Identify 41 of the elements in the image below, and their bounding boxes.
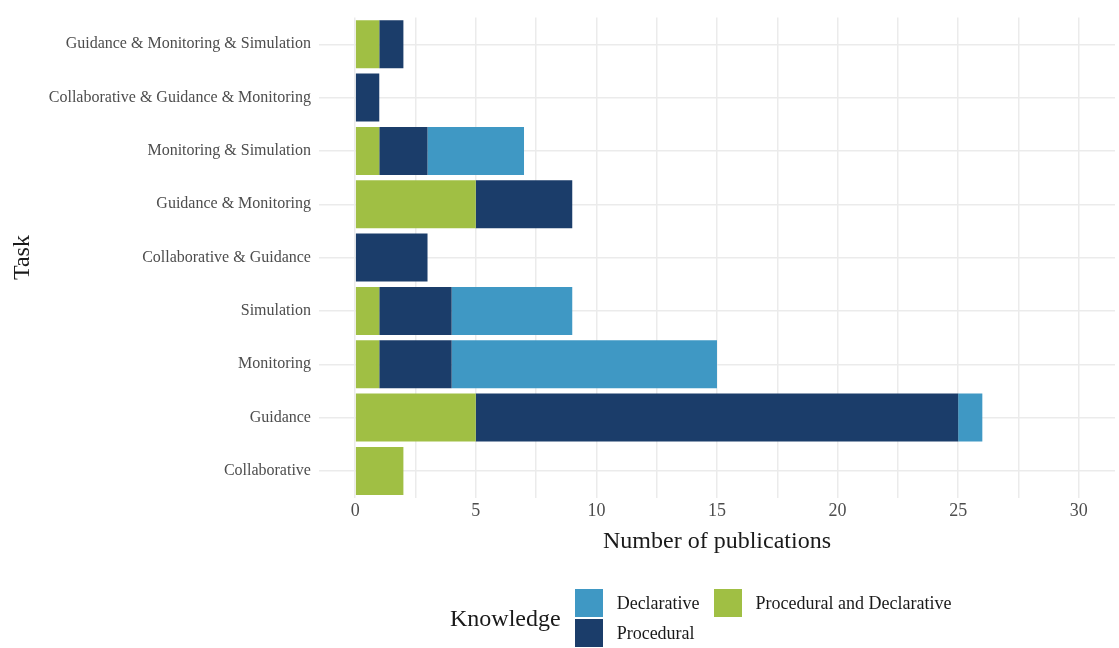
bar (379, 126, 428, 175)
y-tick-label: Collaborative & Guidance & Monitoring (48, 87, 311, 106)
y-tick-label: Monitoring & Simulation (147, 141, 311, 160)
x-tick-label: 25 (949, 500, 968, 521)
bar (379, 286, 452, 335)
bar (355, 446, 404, 495)
y-tick-label: Guidance (249, 407, 311, 425)
x-tick-label: 0 (350, 500, 360, 521)
y-tick-label: Guidance & Monitoring & Simulation (65, 34, 311, 53)
y-tick-label: Guidance & Monitoring (156, 194, 311, 213)
bar (451, 340, 717, 389)
bar (355, 180, 476, 229)
bar (355, 126, 380, 175)
y-tick-label: Collaborative (223, 461, 311, 479)
bar (451, 286, 573, 335)
x-tick-label: 10 (587, 500, 606, 521)
bar (379, 340, 452, 389)
bar (355, 393, 476, 442)
x-axis-title: Number of publications (603, 526, 831, 553)
legend-label: Procedural and Declarative (755, 592, 952, 614)
legend-label: Declarative (616, 592, 700, 614)
bar (355, 233, 428, 282)
bar (427, 126, 525, 175)
bar (475, 393, 959, 442)
bar (958, 393, 983, 442)
bar (355, 340, 380, 389)
x-tick-label: 5 (471, 500, 481, 521)
bar (355, 286, 380, 335)
bar (355, 20, 380, 69)
y-axis-title: Task (7, 235, 34, 281)
y-tick-label: Collaborative & Guidance (142, 247, 311, 265)
x-tick-label: 30 (1069, 500, 1088, 521)
bar (379, 20, 404, 69)
y-tick-label: Monitoring (238, 354, 311, 373)
x-tick-label: 15 (707, 500, 726, 521)
y-tick-label: Simulation (240, 301, 311, 319)
legend-label: Procedural (616, 622, 695, 644)
legend-title: Knowledge (450, 604, 561, 632)
bar (475, 180, 573, 229)
bar (355, 73, 380, 122)
x-tick-label: 20 (828, 500, 847, 521)
